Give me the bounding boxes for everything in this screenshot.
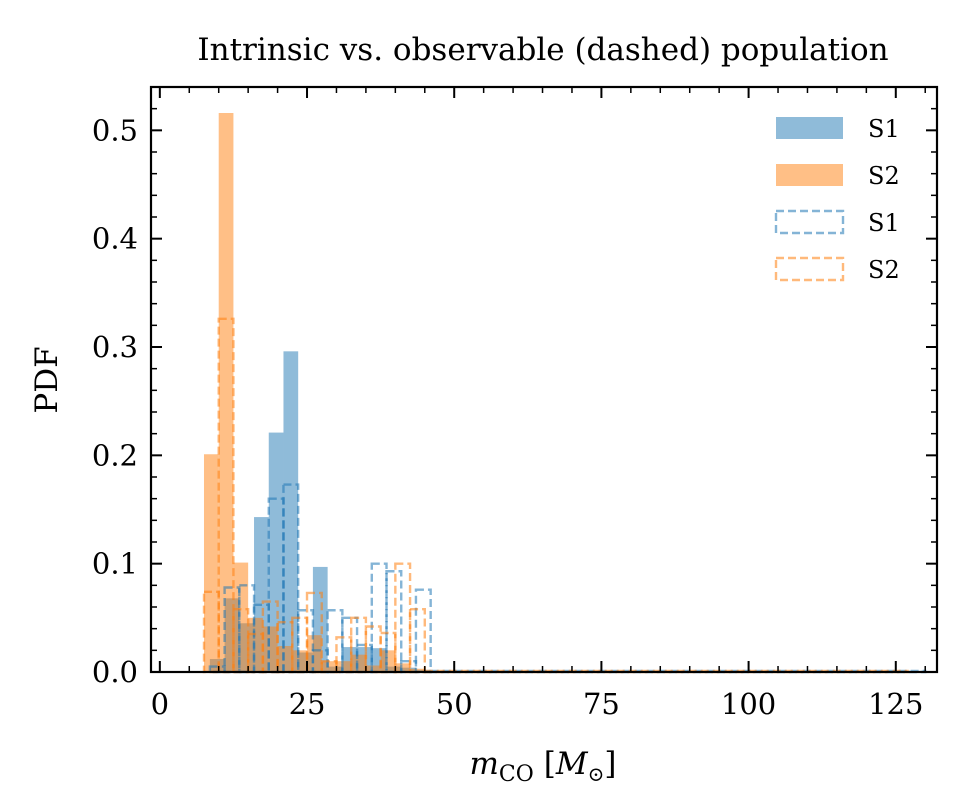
bar-s2-filled-2	[233, 562, 249, 672]
x-tick-label: 75	[583, 687, 620, 721]
bar-s1-dashed-1	[223, 586, 241, 674]
bar-s2-filled-11	[365, 665, 381, 672]
bar-s2-filled-8	[321, 661, 337, 672]
legend-swatch-s2-filled	[776, 164, 843, 186]
bar-s2-filled-1	[218, 113, 234, 672]
series-s1-filled	[209, 351, 926, 672]
bar-s2-filled-7	[307, 635, 322, 672]
bar-s1-dashed-8	[326, 609, 344, 674]
bar-s1-dashed-14	[414, 588, 432, 674]
legend: S1 S2 S1 S2	[774, 115, 900, 284]
x-tick-label: 50	[436, 687, 473, 721]
bar-s2-dashed-9	[335, 636, 353, 674]
bar-s2-filled-6	[292, 650, 308, 672]
x-tick-label: 0	[151, 687, 169, 721]
chart-title: Intrinsic vs. observable (dashed) popula…	[197, 32, 888, 68]
y-tick-label: 0.1	[92, 547, 138, 581]
bar-s1-dashed-13	[400, 659, 418, 674]
plot-frame	[149, 85, 939, 674]
x-tick-label: 125	[868, 687, 923, 721]
bar-s2-dashed-13	[394, 562, 412, 674]
y-tick-labels: 0.0 0.1 0.2 0.3 0.4 0.5	[92, 113, 138, 689]
x-tick-label: 100	[721, 687, 776, 721]
x-axis-label: mCO [M⊙]	[469, 746, 616, 787]
bar-s1-filled-5	[283, 351, 299, 672]
x-tick-label: 25	[289, 687, 326, 721]
bar-s2-filled-10	[351, 654, 366, 672]
bar-s2-filled-12	[380, 650, 396, 672]
y-axis-label: PDF	[29, 346, 65, 413]
bar-s2-filled-3	[248, 617, 263, 672]
y-tick-label: 0.4	[92, 222, 138, 256]
legend-swatch-s1-dashed	[774, 209, 845, 235]
plot-bars	[202, 113, 927, 674]
legend-label: S2	[868, 256, 900, 284]
legend-label: S1	[868, 209, 900, 237]
bar-s2-filled-0	[203, 454, 219, 672]
y-tick-label: 0.2	[92, 438, 138, 472]
bar-s2-dashed-14	[408, 607, 426, 674]
bar-s2-dashed-3	[246, 632, 265, 674]
bar-s2-filled-14	[410, 668, 425, 672]
legend-swatch-s1-filled	[776, 117, 843, 139]
bar-s1-dashed-6	[296, 609, 315, 674]
bar-s2-dashed-8	[320, 659, 338, 674]
bar-s2-filled-4	[262, 626, 278, 672]
legend-label: S2	[868, 162, 900, 190]
bar-s2-filled-5	[277, 646, 293, 672]
y-tick-label: 0.3	[92, 330, 138, 364]
y-tick-label: 0.0	[92, 655, 138, 689]
legend-label: S1	[868, 115, 900, 143]
bar-s1-filled-4	[268, 432, 284, 672]
series-s2-filled	[203, 113, 908, 672]
legend-swatch-s2-dashed	[774, 256, 845, 282]
x-tick-labels: 0 25 50 75 100 125	[151, 687, 924, 721]
bar-s2-filled-9	[336, 661, 352, 672]
bar-s1-dashed-11	[370, 562, 388, 674]
bar-s2-filled-13	[395, 663, 411, 672]
y-tick-label: 0.5	[92, 113, 138, 147]
series-s2-dashed	[202, 317, 909, 674]
